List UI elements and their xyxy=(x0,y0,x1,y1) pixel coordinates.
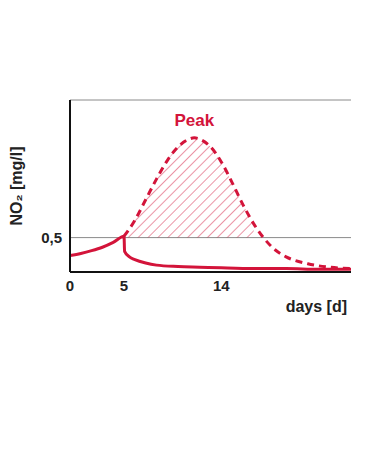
svg-text:0: 0 xyxy=(66,277,74,294)
svg-text:Peak: Peak xyxy=(174,111,214,130)
svg-text:days [d]: days [d] xyxy=(286,298,347,315)
svg-text:NO₂ [mg/l]: NO₂ [mg/l] xyxy=(8,146,25,225)
svg-text:5: 5 xyxy=(120,277,128,294)
svg-text:0,5: 0,5 xyxy=(41,229,62,246)
svg-text:14: 14 xyxy=(213,277,230,294)
